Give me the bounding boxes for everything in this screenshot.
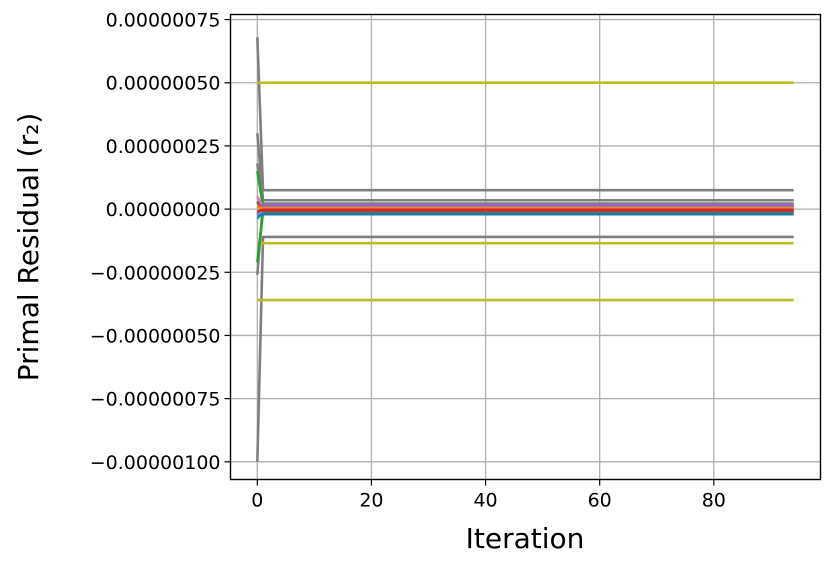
y-tick-label: 0.00000050 [106, 73, 221, 95]
x-axis-label: Iteration [466, 522, 585, 555]
y-tick-label: −0.00000075 [90, 389, 221, 411]
x-tick-label: 20 [359, 490, 383, 512]
y-tick-label: −0.00000100 [90, 452, 221, 474]
y-tick-label: −0.00000050 [90, 325, 221, 347]
y-tick-label: 0.00000000 [106, 199, 221, 221]
series-group [256, 37, 794, 462]
series-line [256, 235, 794, 462]
grid [230, 14, 821, 480]
x-tick-label: 60 [588, 490, 612, 512]
x-tick-label: 0 [251, 490, 263, 512]
ticks: 0 20 40 60 80 0.00000075 0.00000050 0.00000025 0… [90, 10, 726, 512]
series-line [256, 208, 794, 213]
x-tick-label: 80 [702, 490, 726, 512]
y-axis-label: Primal Residual (r₂) [12, 113, 45, 382]
x-tick-label: 40 [473, 490, 497, 512]
y-tick-label: 0.00000025 [106, 136, 221, 158]
plot-frame [229, 13, 822, 481]
y-tick-label: 0.00000075 [106, 10, 221, 32]
series-line [256, 212, 794, 218]
y-tick-label: −0.00000025 [90, 262, 221, 284]
